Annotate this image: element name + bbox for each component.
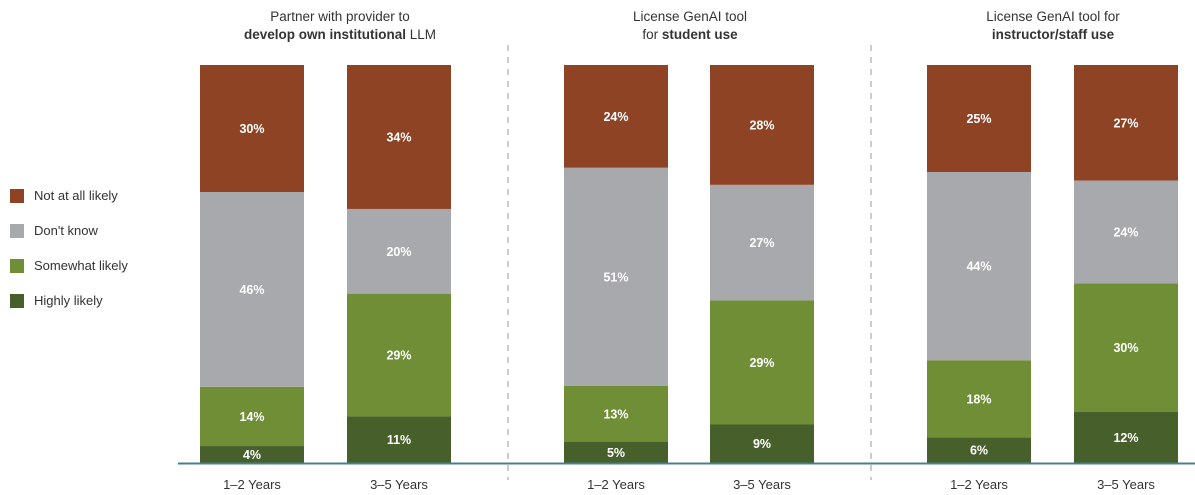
data-label: 12%	[1113, 431, 1138, 445]
bar-segment-don-t-know	[200, 192, 304, 387]
bar-segment-not-at-all-likely	[347, 65, 451, 209]
data-label: 13%	[603, 407, 628, 421]
panel-title-1-line1: Partner with provider to	[270, 9, 410, 24]
panel-title-2-pre: for	[642, 27, 662, 42]
data-label: 30%	[1113, 341, 1138, 355]
legend-label: Not at all likely	[34, 188, 118, 203]
data-label: 11%	[387, 433, 411, 447]
legend-swatch	[10, 188, 24, 203]
data-label: 29%	[749, 356, 774, 370]
x-tick-label: 3–5 Years	[1097, 477, 1155, 492]
bar-segment-don-t-know	[564, 167, 668, 386]
legend-label: Somewhat likely	[34, 258, 128, 273]
bar-segment-somewhat-likely	[200, 386, 304, 447]
data-label: 24%	[603, 110, 628, 124]
legend-swatch	[10, 223, 24, 238]
data-label: 20%	[386, 245, 411, 259]
data-label: 14%	[239, 410, 264, 424]
data-label: 24%	[1113, 225, 1138, 239]
data-label: 25%	[966, 112, 991, 126]
bar-segment-not-at-all-likely	[927, 65, 1031, 172]
legend-swatch	[10, 293, 24, 308]
data-label: 18%	[966, 392, 991, 406]
bar-segment-highly-likely	[200, 446, 304, 463]
bar-segment-highly-likely	[1074, 411, 1178, 463]
bar-segment-highly-likely	[710, 424, 814, 463]
bar-segment-highly-likely	[564, 441, 668, 463]
bar-segment-somewhat-likely	[1074, 283, 1178, 412]
x-tick-label: 1–2 Years	[223, 477, 281, 492]
panel-title-2-line1: License GenAI tool	[632, 9, 748, 24]
data-label: 5%	[607, 446, 625, 460]
data-label: 6%	[970, 444, 988, 458]
data-label: 4%	[243, 448, 261, 462]
data-label: 51%	[603, 270, 628, 284]
bar-segment-somewhat-likely	[927, 360, 1031, 438]
legend-item-highly-likely: Highly likely	[10, 283, 128, 318]
data-label: 9%	[753, 437, 771, 451]
bar-segment-somewhat-likely	[710, 300, 814, 425]
panel-title-1: Partner with provider to develop own ins…	[190, 8, 490, 44]
legend: Not at all likely Don't know Somewhat li…	[10, 178, 128, 318]
x-tick-label: 3–5 Years	[733, 477, 791, 492]
data-label: 27%	[749, 236, 774, 250]
legend-label: Don't know	[34, 223, 98, 238]
legend-label: Highly likely	[34, 293, 103, 308]
panel-title-3-line1: License GenAI tool for	[986, 9, 1120, 24]
legend-swatch	[10, 258, 24, 273]
x-tick-label: 1–2 Years	[587, 477, 645, 492]
data-label: 44%	[966, 260, 991, 274]
data-label: 28%	[749, 118, 774, 132]
panel-title-3: License GenAI tool for instructor/staff …	[903, 8, 1195, 44]
bar-segment-not-at-all-likely	[710, 65, 814, 185]
legend-item-dont-know: Don't know	[10, 213, 128, 248]
data-label: 46%	[239, 283, 264, 297]
bar-segment-not-at-all-likely	[200, 65, 304, 193]
bar-segment-somewhat-likely	[347, 293, 451, 417]
legend-item-not-at-all-likely: Not at all likely	[10, 178, 128, 213]
panel-title-2: License GenAI tool for student use	[540, 8, 840, 44]
bar-segment-not-at-all-likely	[564, 65, 668, 168]
panel-title-1-rest: LLM	[405, 27, 436, 42]
bar-segment-not-at-all-likely	[1074, 65, 1178, 181]
data-label: 34%	[386, 130, 411, 144]
x-tick-label: 1–2 Years	[950, 477, 1008, 492]
data-label: 29%	[386, 349, 411, 363]
bar-segment-somewhat-likely	[564, 385, 668, 442]
bar-segment-don-t-know	[710, 184, 814, 301]
bar-segment-don-t-know	[927, 171, 1031, 361]
data-label: 30%	[239, 122, 264, 136]
bar-segment-don-t-know	[347, 208, 451, 294]
x-tick-label: 3–5 Years	[370, 477, 428, 492]
bar-segment-don-t-know	[1074, 180, 1178, 284]
data-label: 27%	[1113, 116, 1138, 130]
panel-title-3-bold: instructor/staff use	[991, 27, 1115, 42]
legend-item-somewhat-likely: Somewhat likely	[10, 248, 128, 283]
bar-segment-highly-likely	[927, 437, 1031, 463]
panel-title-1-bold: develop own institutional	[243, 27, 406, 42]
panel-title-2-bold: student use	[661, 27, 738, 42]
bar-segment-highly-likely	[347, 416, 451, 463]
